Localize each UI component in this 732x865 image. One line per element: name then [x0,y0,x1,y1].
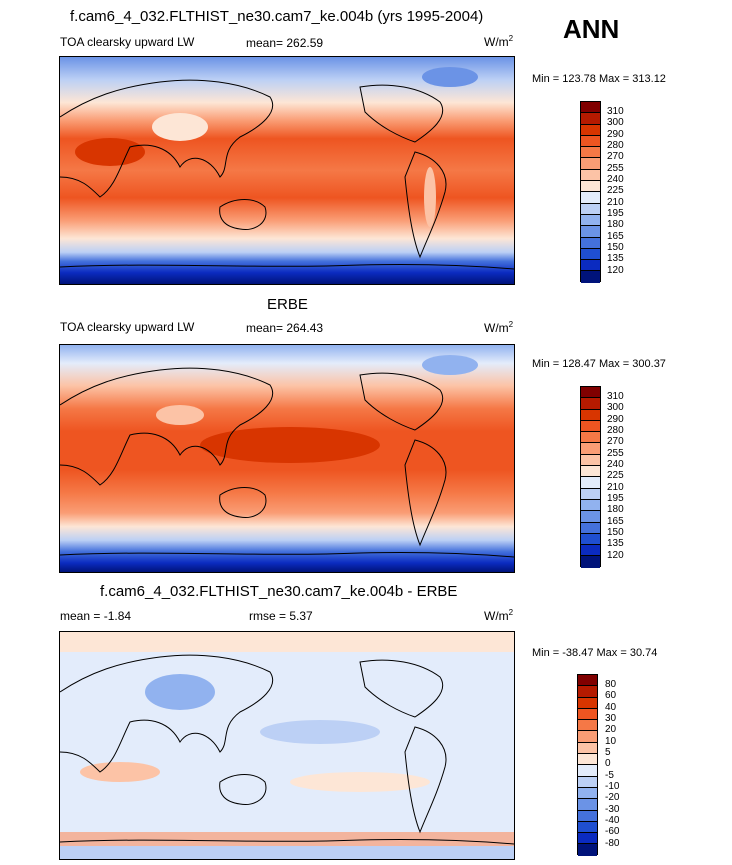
panel-2-units: W/m2 [484,320,514,335]
panel-2-colorbar-label: 270 [607,436,624,447]
panel-2-colorbar-label: 150 [607,527,624,538]
panel-2-colorbar-label: 300 [607,402,624,413]
panel-2-colorbar-label: 195 [607,493,624,504]
panel-1-units: W/m2 [484,34,514,49]
panel-3-subtropical-warm [290,772,430,792]
panel-1-variable: TOA clearsky upward LW [60,35,195,49]
panel-1-colorbar [580,101,601,283]
panel-1-colorbar-label: 195 [607,208,624,219]
panel-3-map-field [59,632,515,859]
panel-1-title: f.cam6_4_032.FLTHIST_ne30.cam7_ke.004b (… [70,8,484,25]
panel-1-map-field [59,57,515,284]
panel-1-tibet-anomaly [152,113,208,141]
panel-3-colorbar-label: -60 [605,826,620,837]
panel-3-colorbar-label: -80 [605,838,620,849]
panel-3-colorbar-label: -10 [605,781,620,792]
panel-2-tropical-warm [200,427,380,463]
panel-2-colorbar-label: 135 [607,538,624,549]
panel-2-colorbar-label: 120 [607,550,624,561]
panel-3-colorbar-label: 20 [605,724,617,735]
panel-1-minmax: Min = 123.78 Max = 313.12 [532,73,666,85]
panel-1-colorbar-label: 270 [607,151,624,162]
panel-2-minmax: Min = 128.47 Max = 300.37 [532,358,666,370]
panel-3-map [59,631,515,860]
panel-1-colorbar-label: 180 [607,219,624,230]
panel-2-mean: mean= 264.43 [246,321,324,335]
panel-1-mean: mean= 262.59 [246,36,324,50]
panel-1-colorbar-label: 280 [607,140,624,151]
panel-2-title: ERBE [267,296,308,313]
panel-2-coastlines [59,367,515,558]
panel-3-title: f.cam6_4_032.FLTHIST_ne30.cam7_ke.004b -… [100,583,458,600]
panel-2-colorbar-label: 210 [607,482,624,493]
panel-2-map [59,344,515,573]
panel-3-colorbar-label: -40 [605,815,620,826]
panel-3-colorbar-label: -20 [605,792,620,803]
panel-3-minmax: Min = -38.47 Max = 30.74 [532,647,658,659]
panel-3-colorbar-label: 5 [605,747,611,758]
panel-2-colorbar-label: 280 [607,425,624,436]
panel-1-colorbar-label: 255 [607,163,624,174]
panel-3-southern-warm [80,762,160,782]
panel-1-colorbar-label: 210 [607,197,624,208]
panel-2-variable: TOA clearsky upward LW [60,320,195,334]
panel-3-coastlines [59,654,515,845]
panel-3-colorbar-label: 80 [605,679,617,690]
panel-2-colorbar-label: 180 [607,504,624,515]
panel-3-rmse: rmse = 5.37 [249,609,313,623]
panel-1-colorbar-label: 290 [607,129,624,140]
panel-3-colorbar-label: 40 [605,702,617,713]
panel-2-colorbar-label: 225 [607,470,624,481]
panel-3-colorbar-label: 30 [605,713,617,724]
panel-1-map [59,56,515,285]
panel-1-colorbar-label: 225 [607,185,624,196]
panel-2-colorbar-label: 240 [607,459,624,470]
panel-2-map-field [59,345,515,572]
panel-3-colorbar [577,674,598,856]
panel-3-arctic-warm [60,632,514,652]
panel-2-colorbar-label: 255 [607,448,624,459]
panel-2-colorbar [580,386,601,568]
panel-3-southern-ocean [60,832,514,846]
panel-2-colorbar-label: 290 [607,414,624,425]
season-label: ANN [563,14,620,44]
panel-3-colorbar-label: -5 [605,770,614,781]
panel-3-colorbar-label: 10 [605,736,617,747]
panel-1-coastlines [59,79,515,270]
panel-1-colorbar-label: 240 [607,174,624,185]
panel-3-asia-cold [145,674,215,710]
panel-2-tibet-anomaly [156,405,204,425]
panel-1-colorbar-label: 310 [607,106,624,117]
panel-1-colorbar-label: 120 [607,265,624,276]
panel-2-colorbar-label: 310 [607,391,624,402]
panel-1-andes [424,167,436,227]
panel-1-sahara-warm [75,138,145,166]
panel-2-colorbar-label: 165 [607,516,624,527]
panel-3-colorbar-label: 0 [605,758,611,769]
panel-3-antarctic [60,846,514,859]
panel-3-tropical-cold [260,720,380,744]
panel-3-colorbar-label: -30 [605,804,620,815]
panel-3-mean: mean = -1.84 [60,609,132,623]
panel-3-units: W/m2 [484,608,514,623]
panel-1-colorbar-label: 150 [607,242,624,253]
panel-1-greenland-cold [422,67,478,87]
panel-2-greenland-cold [422,355,478,375]
panel-1-colorbar-label: 165 [607,231,624,242]
panel-1-colorbar-label: 300 [607,117,624,128]
panel-3-colorbar-label: 60 [605,690,617,701]
panel-1-colorbar-label: 135 [607,253,624,264]
